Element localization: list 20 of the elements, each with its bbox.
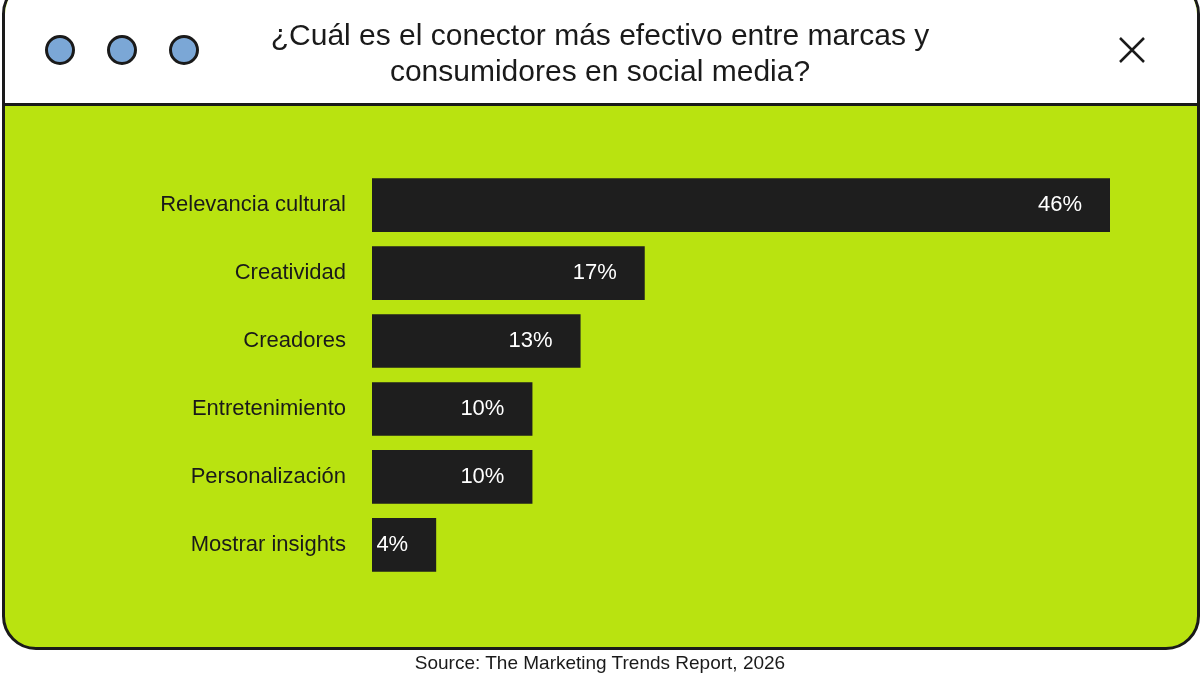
data-label: 10% bbox=[460, 395, 505, 421]
chart-title: ¿Cuál es el conector más efectivo entre marcas y consumidores en social media? bbox=[269, 17, 931, 89]
bar bbox=[372, 178, 1110, 232]
data-label: 13% bbox=[508, 327, 553, 353]
data-label: 17% bbox=[572, 259, 617, 285]
y-tick-label: Mostrar insights bbox=[190, 530, 346, 556]
bar bbox=[372, 518, 437, 572]
data-label: 4% bbox=[376, 530, 409, 556]
y-tick-label: Relevancia cultural bbox=[160, 191, 346, 217]
y-tick-label: Creadores bbox=[243, 327, 346, 353]
y-tick-label: Entretenimiento bbox=[191, 395, 346, 421]
bar bbox=[372, 382, 533, 436]
data-label: 10% bbox=[460, 462, 505, 488]
bar bbox=[372, 450, 533, 504]
bar bbox=[372, 314, 581, 368]
source-note: Source: The Marketing Trends Report, 2026 bbox=[413, 652, 787, 674]
bar bbox=[372, 246, 645, 300]
data-label: 46% bbox=[1037, 191, 1082, 217]
y-tick-label: Creatividad bbox=[234, 259, 346, 285]
y-tick-label: Personalización bbox=[190, 462, 346, 488]
